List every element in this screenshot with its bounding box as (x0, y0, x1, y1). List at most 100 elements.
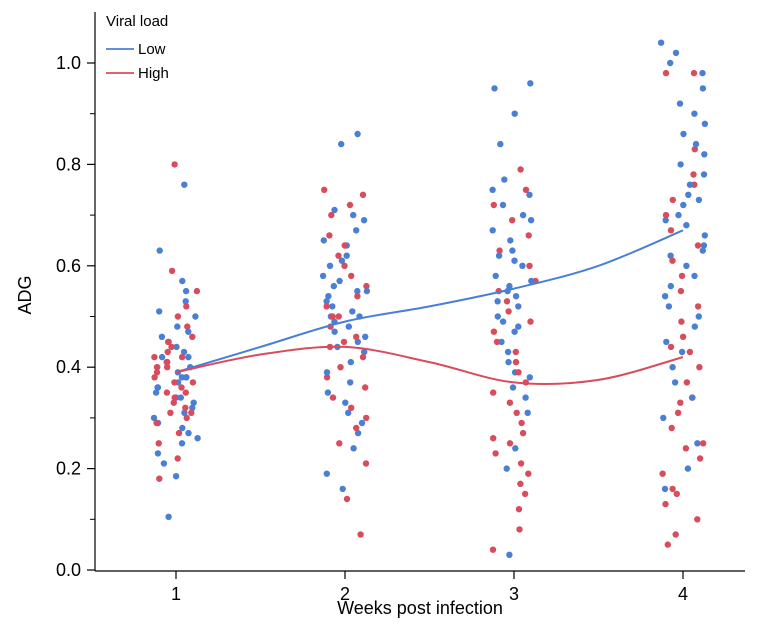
data-point-high (492, 450, 499, 457)
data-point-high (506, 440, 514, 447)
data-point-high (341, 262, 348, 269)
data-point-high (363, 282, 370, 290)
data-point-low (665, 303, 673, 310)
data-point-high (170, 399, 177, 406)
data-point-low (190, 399, 197, 406)
data-point-low (179, 424, 186, 432)
data-point-high (188, 409, 195, 416)
data-point-high (171, 394, 178, 401)
data-point-low (699, 247, 706, 254)
data-point-low (354, 287, 361, 295)
data-point-high (674, 409, 682, 416)
data-point-low (680, 130, 687, 138)
data-point-low (505, 358, 512, 366)
data-point-high (490, 389, 497, 396)
data-point-low (657, 39, 665, 46)
data-point-high (363, 414, 370, 422)
data-point-low (181, 409, 188, 416)
data-point-low (345, 323, 352, 330)
data-point-low (511, 257, 518, 264)
data-point-low (511, 328, 518, 335)
data-point-low (506, 551, 513, 558)
data-point-high (153, 369, 161, 376)
data-point-high (178, 384, 185, 391)
data-point-high (678, 318, 685, 325)
data-point-low (353, 227, 360, 234)
legend-high-label: High (138, 65, 169, 82)
data-point-high (503, 298, 511, 305)
data-point-high (189, 379, 197, 386)
data-point-low (174, 323, 181, 330)
data-point-high (174, 313, 182, 320)
data-point-high (659, 470, 666, 477)
data-point-high (323, 303, 330, 310)
data-point-low (677, 161, 684, 168)
data-point-low (160, 460, 168, 467)
data-point-low (156, 247, 163, 254)
data-point-high (163, 358, 170, 366)
data-point-low (349, 308, 356, 315)
data-point-low (700, 171, 708, 178)
data-point-low (192, 313, 199, 320)
data-point-high (527, 318, 534, 325)
data-point-high (700, 440, 707, 447)
data-point-high (679, 333, 687, 340)
data-point-low (672, 49, 680, 57)
data-point-low (181, 181, 188, 188)
data-point-high (516, 526, 523, 533)
data-point-low (519, 211, 527, 219)
data-point-high (359, 353, 367, 361)
data-point-high (493, 338, 501, 346)
data-point-high (690, 69, 698, 77)
data-point-high (357, 531, 364, 538)
x-tick-label: 2 (340, 584, 350, 604)
data-point-high (168, 267, 176, 275)
data-point-high (683, 379, 691, 386)
data-point-high (335, 313, 342, 320)
data-point-high (526, 262, 533, 269)
data-point-low (179, 277, 186, 285)
data-point-high (489, 546, 497, 553)
data-point-high (517, 166, 524, 173)
data-point-low (354, 338, 361, 346)
trend-line-low (175, 229, 684, 374)
x-tick-label: 1 (171, 584, 181, 604)
data-point-low (509, 384, 517, 391)
data-point-high (336, 440, 343, 447)
data-point-low (515, 303, 522, 310)
data-point-high (182, 404, 189, 411)
data-point-high (672, 531, 679, 538)
data-point-low (511, 110, 518, 117)
data-point-low (685, 191, 692, 198)
data-point-low (152, 389, 160, 396)
data-point-low (338, 257, 346, 264)
data-point-low (189, 404, 196, 411)
data-point-high (175, 429, 183, 437)
data-point-high (662, 69, 670, 77)
data-point-low (343, 252, 350, 259)
data-point-low (661, 293, 669, 300)
data-point-high (682, 445, 690, 452)
data-point-low (509, 247, 516, 254)
data-point-high (525, 470, 532, 477)
data-point-low (676, 100, 684, 107)
data-point-high (182, 389, 189, 396)
data-point-high (515, 369, 522, 376)
data-point-low (331, 328, 338, 335)
data-point-high (505, 308, 512, 315)
data-point-low (172, 473, 180, 480)
points-layer (150, 39, 709, 558)
y-tick-label: 0.6 (56, 256, 81, 276)
data-point-high (329, 394, 337, 401)
data-point-low (667, 59, 674, 67)
data-point-low (178, 440, 186, 447)
data-point-low (173, 343, 180, 351)
data-point-low (512, 445, 519, 452)
data-point-low (686, 181, 694, 188)
data-point-high (669, 196, 676, 204)
y-tick-label: 0.2 (56, 459, 81, 479)
data-point-low (150, 414, 158, 422)
data-point-low (688, 394, 696, 401)
data-point-low (330, 282, 337, 290)
y-tick-label: 1.0 (56, 53, 81, 73)
